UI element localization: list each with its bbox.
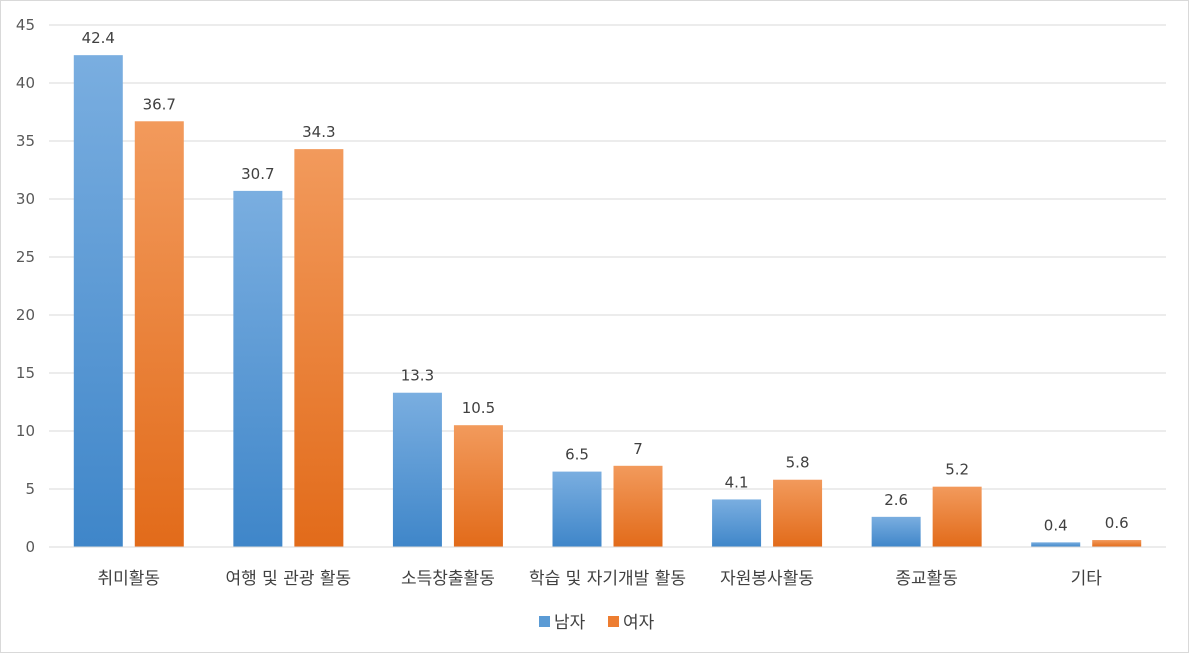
bar-male xyxy=(1031,542,1081,547)
y-tick-label: 25 xyxy=(16,248,35,266)
data-label: 13.3 xyxy=(401,367,434,385)
bar-female xyxy=(453,425,503,547)
y-axis: 0 5 10 15 20 25 30 35 40 45 xyxy=(16,16,35,556)
bar-male xyxy=(392,392,442,547)
bar-male xyxy=(552,471,602,547)
y-tick-label: 35 xyxy=(16,132,35,150)
category-label: 소득창출활동 xyxy=(401,569,495,589)
y-tick-label: 30 xyxy=(16,190,35,208)
data-label: 5.2 xyxy=(945,461,969,479)
legend: 남자 여자 xyxy=(539,613,655,633)
x-axis: 취미활동 여행 및 관광 활동 소득창출활동 학습 및 자기개발 활동 자원봉사활동 종교… xyxy=(49,546,1166,589)
legend-swatch xyxy=(608,616,619,627)
data-label: 30.7 xyxy=(241,165,274,183)
data-labels: 42.4 36.7 30.7 34.3 13.3 10.5 6.5 7 4.1 5.8 2.6 5.2… xyxy=(82,29,1129,534)
bar-female xyxy=(773,479,823,547)
y-tick-label: 20 xyxy=(16,306,35,324)
y-tick-label: 10 xyxy=(16,422,35,440)
category-label: 학습 및 자기개발 활동 xyxy=(529,569,686,589)
y-tick-label: 5 xyxy=(25,480,35,498)
category-label: 여행 및 관광 활동 xyxy=(226,569,352,589)
gridlines xyxy=(49,24,1166,548)
category-label: 취미활동 xyxy=(98,569,161,589)
bar-male xyxy=(712,499,762,547)
data-label: 34.3 xyxy=(302,123,335,141)
bar-male xyxy=(233,190,283,547)
legend-swatch xyxy=(539,616,550,627)
legend-label: 남자 xyxy=(554,613,586,633)
bar-female xyxy=(1092,540,1142,547)
legend-label: 여자 xyxy=(623,613,655,633)
data-label: 7 xyxy=(633,440,643,458)
data-label: 0.6 xyxy=(1105,514,1129,532)
y-tick-label: 15 xyxy=(16,364,35,382)
bar-male xyxy=(73,55,123,547)
category-label: 기타 xyxy=(1071,569,1103,589)
category-label: 종교활동 xyxy=(895,569,958,589)
data-label: 0.4 xyxy=(1044,516,1068,534)
bar-female xyxy=(134,121,184,547)
data-label: 42.4 xyxy=(82,29,115,47)
data-label: 5.8 xyxy=(786,454,810,472)
y-tick-label: 45 xyxy=(16,16,35,34)
bar-female xyxy=(294,149,344,547)
data-label: 6.5 xyxy=(565,446,589,464)
bar-female xyxy=(613,465,663,547)
data-label: 4.1 xyxy=(725,473,749,491)
category-label: 자원봉사활동 xyxy=(720,569,814,589)
data-label: 10.5 xyxy=(462,399,495,417)
y-tick-label: 0 xyxy=(25,538,35,556)
bar-male xyxy=(871,516,921,547)
data-label: 36.7 xyxy=(143,95,176,113)
bar-female xyxy=(932,486,982,547)
bars xyxy=(73,55,1142,547)
data-label: 2.6 xyxy=(884,491,908,509)
y-tick-label: 40 xyxy=(16,74,35,92)
